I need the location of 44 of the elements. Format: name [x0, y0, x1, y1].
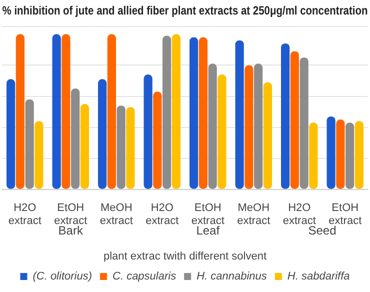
bar — [254, 64, 263, 189]
x-tick-label: MeOH extract — [100, 202, 133, 228]
bar — [16, 34, 24, 189]
bar — [189, 37, 198, 189]
bar — [172, 34, 181, 189]
bar — [263, 82, 272, 189]
bar — [309, 122, 318, 189]
bar — [25, 99, 34, 189]
bar — [6, 79, 16, 189]
bar — [218, 74, 226, 189]
legend-label: H. sabdariffa — [287, 270, 350, 283]
x-tick-label: MeOH extract — [237, 202, 270, 228]
bar — [198, 37, 208, 189]
bar — [346, 122, 354, 189]
bar — [326, 116, 336, 189]
bar — [71, 88, 80, 189]
bar — [244, 65, 254, 189]
x-tick-label: H2O extract — [146, 202, 179, 228]
text: Leaf — [196, 224, 220, 238]
bar — [62, 34, 70, 189]
bar — [34, 121, 44, 189]
x-tick-label: H2O extract — [8, 202, 42, 228]
x-axis-title: plant extrac twith different solvent — [103, 250, 267, 262]
bar — [162, 36, 172, 189]
bar — [354, 121, 364, 189]
text: Bark — [58, 224, 84, 238]
legend-label: (C. olitorius) — [32, 270, 92, 283]
bar — [208, 64, 217, 189]
legend-label: C. capsularis — [112, 270, 177, 283]
bar — [126, 107, 135, 189]
legend-label: H. cannabinus — [196, 270, 268, 283]
bar — [144, 74, 152, 189]
bar — [98, 79, 107, 189]
bar — [107, 34, 116, 189]
bar — [52, 34, 61, 189]
bar — [116, 106, 126, 189]
bar — [235, 40, 244, 189]
bar — [336, 120, 345, 189]
bar — [153, 92, 162, 189]
bar — [80, 104, 90, 189]
chart-title: % inhibition of jute and allied fiber plant extracts at 250μg/ml concentration — [2, 4, 368, 18]
bar — [290, 51, 299, 189]
bar — [280, 43, 290, 189]
bar — [300, 57, 308, 189]
